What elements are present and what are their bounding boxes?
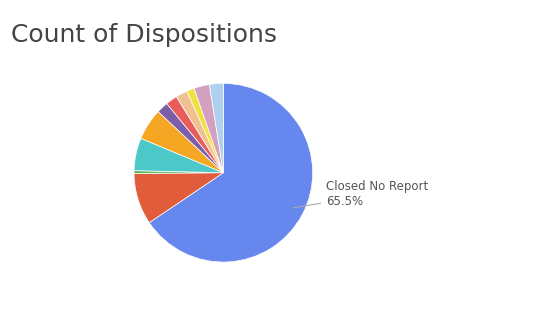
Wedge shape: [158, 104, 223, 173]
Wedge shape: [167, 97, 223, 173]
Wedge shape: [134, 171, 223, 173]
Wedge shape: [141, 112, 223, 173]
Wedge shape: [209, 83, 223, 173]
Wedge shape: [149, 83, 312, 262]
Text: Count of Dispositions: Count of Dispositions: [11, 23, 277, 47]
Wedge shape: [134, 173, 223, 223]
Wedge shape: [177, 91, 223, 173]
Wedge shape: [187, 88, 223, 173]
Text: Closed No Report
65.5%: Closed No Report 65.5%: [293, 180, 429, 208]
Wedge shape: [194, 85, 223, 173]
Wedge shape: [134, 139, 223, 173]
